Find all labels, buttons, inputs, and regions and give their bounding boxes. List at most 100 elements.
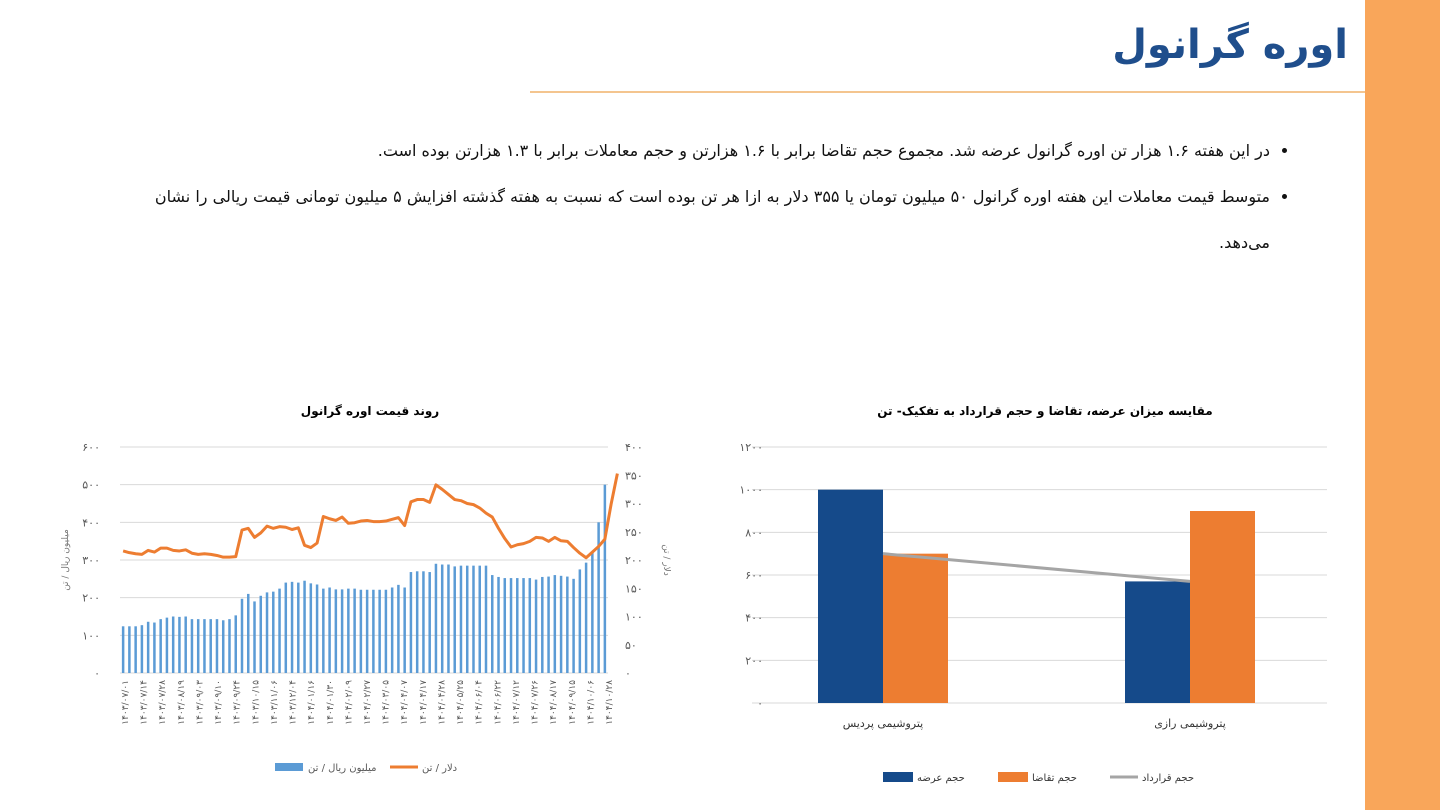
price-bar (328, 587, 331, 673)
x-tick-label: ۱۴۰۴/۰۳/۰۵ (382, 680, 392, 725)
price-bar (178, 616, 181, 673)
y2-axis-label: دلار / تن (661, 544, 671, 576)
x-tick-label: ۱۴۰۴/۰۴/۱۷ (419, 680, 429, 725)
y-tick-label: ۶۰۰ (82, 441, 100, 454)
legend-label: حجم تقاضا (1032, 773, 1077, 784)
x-tick-label: ۱۴۰۴/۰۸/۱۷ (549, 680, 559, 725)
x-tick-label: ۱۴۰۴/۰۲/۲۷ (363, 680, 373, 725)
bar-supply (1125, 581, 1190, 703)
price-bar (140, 625, 144, 673)
price-bar (259, 595, 263, 673)
y-tick-label: ۵۰۰ (82, 479, 100, 492)
price-bar (516, 578, 519, 673)
price-bar (447, 564, 450, 673)
y2-tick-label: ۲۰۰ (625, 554, 643, 567)
y-tick-label: ۳۰۰ (82, 554, 100, 567)
price-bar (428, 572, 431, 673)
x-tick-label: ۱۴۰۴/۱۰/۰۶ (586, 680, 596, 725)
y-tick-label: ۲۰۰ (82, 592, 100, 605)
price-bar (422, 571, 425, 673)
price-bar (303, 580, 306, 673)
legend-swatch-bar (275, 763, 303, 771)
price-bar (159, 619, 162, 673)
legend-label: دلار / تن (422, 763, 457, 774)
x-tick-label: ۱۴۰۴/۰۵/۲۵ (456, 680, 466, 725)
price-bar (165, 617, 169, 673)
x-tick-label: ۱۴۰۴/۰۴/۰۷ (400, 680, 410, 725)
price-bar (203, 619, 206, 673)
title-divider (530, 91, 1365, 93)
price-bar (359, 589, 363, 673)
x-tick-label: ۱۴۰۳/۱۱/۰۶ (270, 680, 280, 725)
chart-title: روند قیمت اوره گرانول (301, 404, 439, 419)
price-bar (465, 565, 469, 673)
x-category-label: پتروشیمی پردیس (843, 717, 923, 730)
dollar-price-line (122, 473, 619, 560)
price-bar (472, 565, 475, 673)
y-tick-label: ۱۰۰۰ (739, 484, 763, 497)
bar-demand (883, 553, 948, 703)
price-bar (121, 626, 125, 673)
x-tick-label: ۱۴۰۴/۰۶/۲۲ (493, 680, 503, 725)
y-tick-label: ۸۰۰ (745, 526, 763, 539)
y-tick-label: ۴۰۰ (82, 516, 100, 529)
x-tick-label: ۱۴۰۴/۱۰/۲۸ (605, 680, 615, 725)
price-bar (559, 575, 563, 673)
page-title: اوره گرانول (1112, 22, 1348, 68)
price-bar (365, 589, 369, 673)
price-bar (403, 587, 406, 673)
price-bar (541, 576, 544, 673)
y-tick-label: ۰ (757, 697, 763, 710)
y-tick-label: ۴۰۰ (745, 612, 763, 625)
y2-tick-label: ۰ (625, 667, 631, 680)
price-bar (240, 598, 244, 673)
legend-label: میلیون ریال / تن (308, 763, 376, 774)
legend-swatch-supply (883, 772, 913, 782)
price-bar (265, 592, 269, 673)
price-bar (566, 576, 569, 673)
y2-tick-label: ۲۵۰ (625, 526, 643, 539)
price-bar (146, 621, 150, 673)
x-tick-label: ۱۴۰۳/۰۷/۱۴ (140, 680, 150, 725)
y-tick-label: ۱۲۰۰ (739, 441, 763, 454)
x-tick-label: ۱۴۰۴/۰۹/۱۵ (568, 680, 578, 725)
price-bar (547, 576, 550, 673)
price-bar (322, 588, 325, 673)
y-tick-label: ۶۰۰ (745, 569, 763, 582)
price-bar (253, 601, 256, 673)
y2-tick-label: ۴۰۰ (625, 441, 643, 454)
price-bar (221, 620, 225, 673)
legend-label: حجم عرضه (917, 773, 965, 784)
legend-label: حجم قرارداد (1142, 773, 1194, 784)
y-tick-label: ۰ (94, 667, 100, 680)
price-bar (378, 589, 381, 673)
price-bar (384, 589, 388, 673)
price-bar (597, 522, 600, 673)
contract-line (882, 552, 1191, 583)
x-tick-label: ۱۴۰۳/۱۰/۱۵ (251, 680, 261, 725)
chart-title: مقایسه میزان عرضه، تقاضا و حجم قرارداد ب… (877, 404, 1212, 419)
price-bar (134, 626, 137, 673)
x-category-label: پتروشیمی رازی (1154, 717, 1226, 730)
x-tick-label: ۱۴۰۳/۰۹/۱۰ (214, 680, 224, 725)
price-bar (522, 578, 525, 673)
bar-demand (1190, 511, 1255, 703)
x-tick-label: ۱۴۰۴/۰۷/۱۲ (512, 680, 522, 725)
x-tick-label: ۱۴۰۳/۰۸/۱۹ (177, 680, 187, 725)
x-tick-label: ۱۴۰۴/۰۱/۳۰ (326, 680, 336, 725)
y2-tick-label: ۵۰ (625, 639, 637, 652)
price-bar (284, 582, 288, 673)
price-bar (572, 578, 575, 673)
x-tick-label: ۱۴۰۳/۰۷/۲۸ (158, 680, 168, 725)
x-tick-label: ۱۴۰۳/۰۹/۰۳ (195, 680, 205, 725)
price-bar (171, 616, 175, 673)
price-bar (453, 566, 456, 673)
price-bar (234, 615, 237, 673)
price-bar (497, 576, 500, 673)
price-bar (278, 588, 281, 673)
price-bar (553, 575, 557, 673)
price-bar (340, 589, 344, 673)
price-bar (128, 626, 131, 673)
price-bar (334, 589, 338, 673)
x-tick-label: ۱۴۰۴/۰۴/۲۸ (437, 680, 447, 725)
